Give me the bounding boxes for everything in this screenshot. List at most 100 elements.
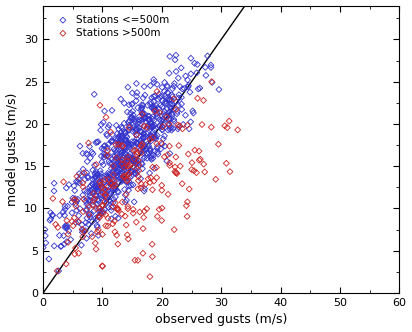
Stations <=500m [105,188,111,193]
Stations <=500m [169,111,175,116]
Stations <=500m [42,240,49,245]
Stations >500m [113,155,119,160]
Stations <=500m [92,182,99,188]
Stations <=500m [108,138,115,144]
Stations <=500m [98,193,104,198]
Stations <=500m [169,94,176,99]
Stations <=500m [145,117,152,122]
Stations <=500m [157,146,164,151]
Stations <=500m [116,166,122,172]
Stations <=500m [97,181,104,186]
Stations <=500m [150,77,157,82]
Stations <=500m [138,137,144,143]
Stations <=500m [147,124,154,129]
Stations <=500m [151,118,157,123]
Stations <=500m [164,106,171,112]
Stations <=500m [129,148,136,153]
Stations >500m [130,210,136,216]
Stations >500m [149,254,156,259]
Stations <=500m [154,144,161,149]
Stations >500m [111,218,118,224]
Stations >500m [147,274,153,279]
Stations <=500m [131,139,138,144]
Stations <=500m [132,167,138,172]
Stations <=500m [117,166,124,171]
Stations <=500m [121,145,127,151]
Stations <=500m [182,113,189,118]
Stations <=500m [87,188,94,193]
Stations >500m [140,226,146,231]
Stations >500m [132,147,138,153]
Stations <=500m [131,199,138,205]
Stations <=500m [96,209,103,214]
Stations <=500m [100,198,106,204]
Stations <=500m [84,189,91,194]
Stations >500m [99,185,105,190]
Stations >500m [102,212,109,217]
Stations <=500m [150,156,156,161]
Stations <=500m [47,218,53,223]
Stations >500m [120,174,126,180]
Stations <=500m [137,146,144,152]
Stations <=500m [164,84,171,89]
Stations <=500m [46,256,52,262]
Stations >500m [115,207,121,212]
Stations <=500m [140,117,147,122]
Stations <=500m [131,160,138,165]
Stations <=500m [122,151,129,156]
Stations <=500m [148,138,154,143]
Stations <=500m [87,198,94,203]
Stations <=500m [137,176,144,181]
Stations <=500m [154,133,161,138]
Stations >500m [99,204,106,209]
Stations >500m [105,223,111,229]
Stations <=500m [84,152,91,157]
Stations <=500m [119,165,126,170]
Stations <=500m [119,150,125,156]
Stations <=500m [148,134,154,139]
Stations >500m [196,148,202,154]
Stations >500m [99,263,105,269]
Stations <=500m [105,142,112,147]
Stations <=500m [126,102,132,108]
Stations <=500m [100,162,107,167]
Stations <=500m [136,122,143,127]
Stations <=500m [125,120,132,125]
Stations <=500m [47,210,54,215]
Stations <=500m [178,101,185,107]
Stations <=500m [100,185,106,191]
Stations <=500m [145,141,151,147]
Stations <=500m [118,139,124,144]
Stations >500m [94,229,101,235]
Stations <=500m [107,191,114,196]
Stations <=500m [133,157,139,163]
Stations <=500m [144,103,151,108]
X-axis label: observed gusts (m/s): observed gusts (m/s) [155,313,288,326]
Stations <=500m [120,155,127,161]
Stations <=500m [115,154,121,160]
Stations >500m [158,140,164,146]
Stations <=500m [138,140,145,145]
Stations <=500m [101,147,107,152]
Stations <=500m [187,119,194,124]
Stations <=500m [40,245,47,250]
Stations <=500m [126,154,132,159]
Stations <=500m [166,123,172,128]
Stations <=500m [133,140,140,145]
Stations <=500m [113,136,119,141]
Stations <=500m [47,216,54,221]
Stations <=500m [152,136,159,141]
Stations <=500m [132,143,139,148]
Stations <=500m [92,193,99,198]
Stations >500m [99,202,106,208]
Stations <=500m [69,210,75,215]
Stations <=500m [154,152,161,157]
Stations <=500m [151,105,157,111]
Stations <=500m [108,208,115,213]
Stations <=500m [82,228,89,233]
Stations <=500m [114,131,121,136]
Stations <=500m [138,161,145,166]
Stations <=500m [153,112,160,117]
Stations <=500m [158,118,165,123]
Stations <=500m [120,161,126,166]
